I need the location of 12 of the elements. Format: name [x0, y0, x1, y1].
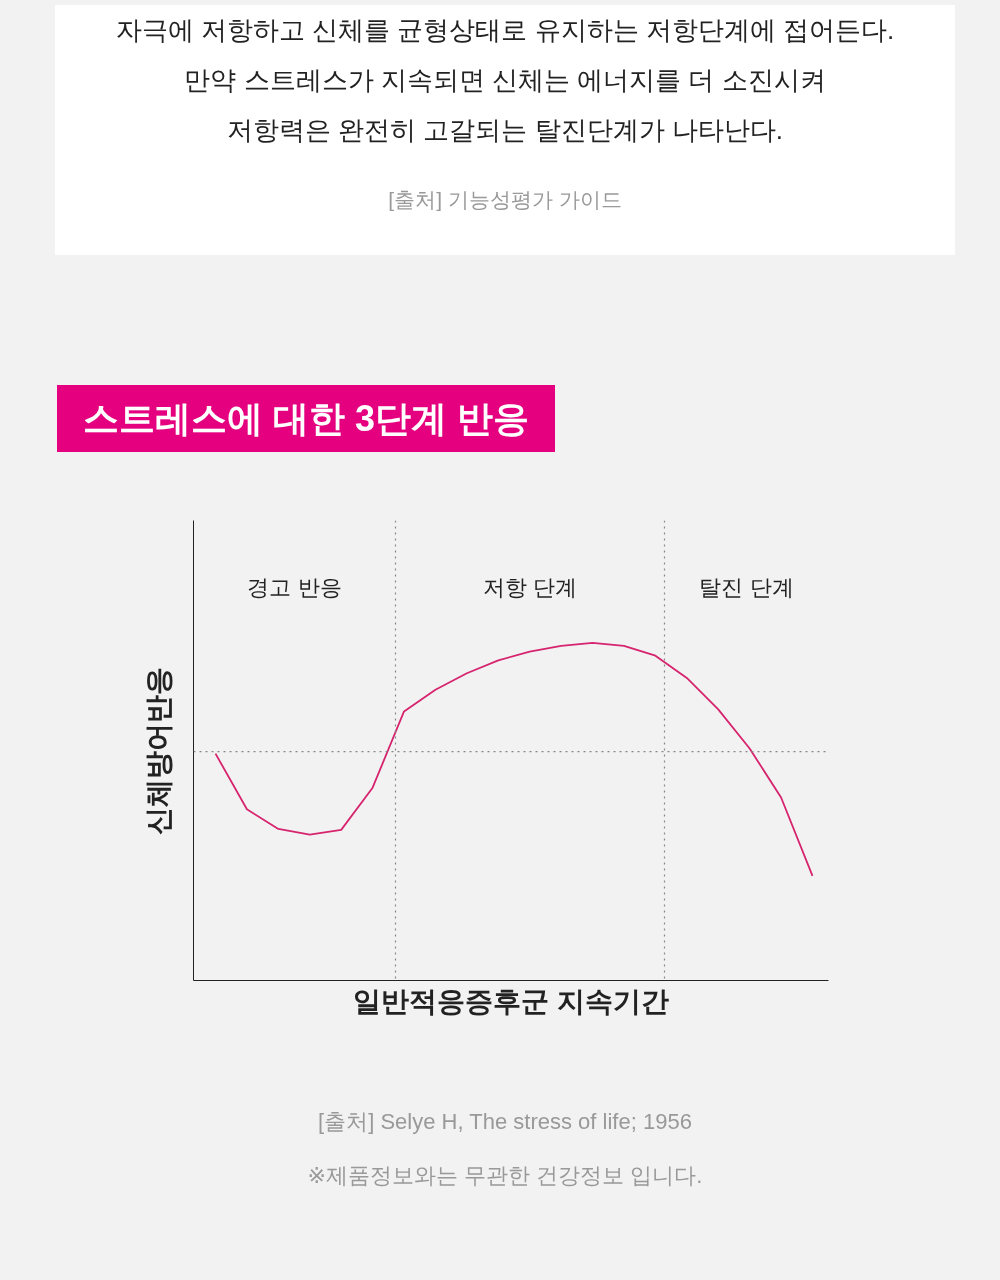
text: [출처] Selye H, The stress of life; 1956 [317, 1108, 693, 1136]
text: 탈진 단계 [699, 574, 794, 600]
chart-title: 스트레스에 대한 3단계 반응 [57, 385, 556, 453]
text: 경고 반응 [247, 574, 342, 600]
y-axis-title: 신체방어반응 [142, 666, 174, 835]
x-axis-title: 일반적응증후군 지속기간 [353, 985, 669, 1017]
text: 저항력은 완전히 고갈되는 탈진단계가 나타난다. [225, 114, 785, 147]
text: 만약 스트레스가 지속되면 신체는 에너지를 더 소진시켜 [183, 64, 827, 97]
text: 자극에 저항하고 신체를 균형상태로 유지하는 저항단계에 접어든다. [114, 14, 896, 47]
text: [출처] 기능성평가 가이드 [387, 187, 623, 213]
text: ※제품정보와는 무관한 건강정보 입니다. [306, 1162, 704, 1190]
text: 저항 단계 [482, 574, 578, 600]
